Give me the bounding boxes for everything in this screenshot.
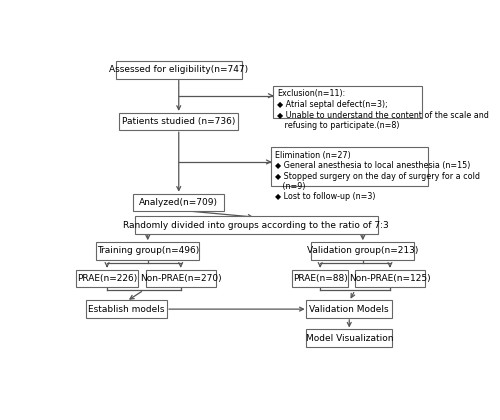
FancyBboxPatch shape [135,216,378,234]
FancyBboxPatch shape [86,300,168,318]
Text: Training group(n=496): Training group(n=496) [96,247,199,255]
Text: PRAE(n=88): PRAE(n=88) [293,274,348,283]
Text: Analyzed(n=709): Analyzed(n=709) [139,198,218,207]
FancyBboxPatch shape [272,86,422,118]
Text: Non-PRAE(n=125): Non-PRAE(n=125) [349,274,431,283]
Text: Validation group(n=213): Validation group(n=213) [307,247,418,255]
FancyBboxPatch shape [312,242,414,260]
Text: Non-PRAE(n=270): Non-PRAE(n=270) [140,274,222,283]
FancyBboxPatch shape [306,330,392,347]
FancyBboxPatch shape [120,113,238,130]
Text: Establish models: Establish models [88,304,164,314]
FancyBboxPatch shape [116,61,242,79]
FancyBboxPatch shape [306,300,392,318]
Text: Validation Models: Validation Models [310,304,389,314]
FancyBboxPatch shape [270,147,428,186]
Text: PRAE(n=226): PRAE(n=226) [77,274,137,283]
FancyBboxPatch shape [146,270,216,287]
Text: Randomly divided into groups according to the ratio of 7:3: Randomly divided into groups according t… [124,220,389,230]
FancyBboxPatch shape [96,242,200,260]
FancyBboxPatch shape [355,270,425,287]
Text: Exclusion(n=11):
◆ Atrial septal defect(n=3);
◆ Unable to understand the content: Exclusion(n=11): ◆ Atrial septal defect(… [277,89,488,129]
FancyBboxPatch shape [292,270,348,287]
Text: Model Visualization: Model Visualization [306,334,393,343]
Text: Elimination (n=27)
◆ General anesthesia to local anesthesia (n=15)
◆ Stopped sur: Elimination (n=27) ◆ General anesthesia … [275,151,480,202]
Text: Assessed for eligibility(n=747): Assessed for eligibility(n=747) [109,65,248,74]
FancyBboxPatch shape [133,194,224,211]
FancyBboxPatch shape [76,270,138,287]
Text: Patients studied (n=736): Patients studied (n=736) [122,117,236,126]
